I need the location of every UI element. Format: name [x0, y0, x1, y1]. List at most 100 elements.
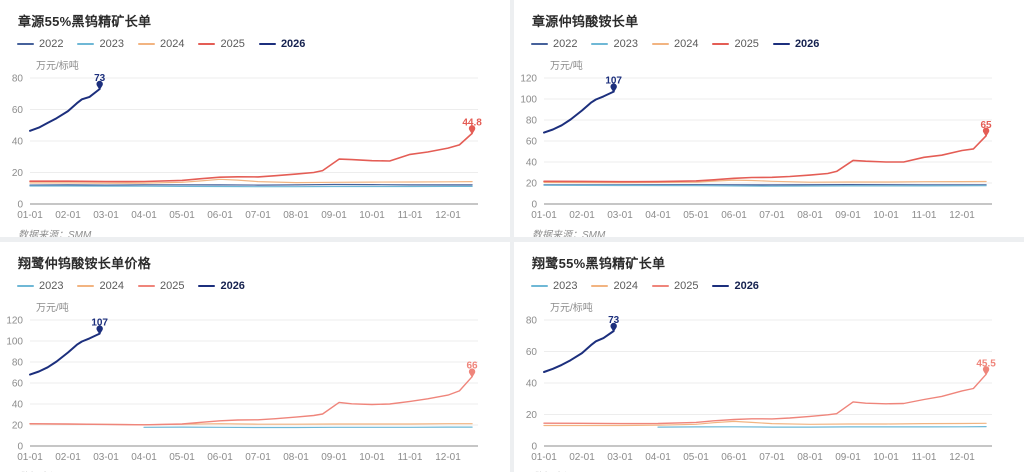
svg-text:09-01: 09-01: [321, 210, 347, 221]
svg-text:100: 100: [520, 95, 537, 106]
legend-dash-icon: [198, 285, 216, 287]
legend-dash-icon: [198, 43, 216, 45]
svg-text:12-01: 12-01: [435, 452, 461, 463]
legend-item-2025[interactable]: 2025: [198, 38, 245, 50]
legend-item-2023[interactable]: 2023: [531, 280, 577, 292]
legend-dash-icon: [591, 43, 609, 45]
svg-text:66: 66: [467, 361, 479, 372]
svg-text:08-01: 08-01: [283, 210, 309, 221]
svg-text:01-01: 01-01: [531, 210, 557, 221]
legend-item-2026[interactable]: 2026: [772, 38, 819, 50]
line-chart-plot: 0 20 40 60 80 100 120 01-01 02-01 03-01 04-01 05-01…: [520, 74, 993, 222]
svg-text:73: 73: [608, 315, 620, 326]
legend-item-2022[interactable]: 2022: [17, 38, 63, 50]
legend-item-2024[interactable]: 2024: [651, 38, 699, 50]
legend-item-2025[interactable]: 2025: [137, 280, 185, 292]
svg-text:09-01: 09-01: [835, 210, 861, 221]
svg-text:04-01: 04-01: [645, 452, 671, 463]
legend-dash-icon: [137, 43, 155, 45]
legend-item-2023[interactable]: 2023: [591, 38, 638, 50]
svg-text:10-01: 10-01: [873, 210, 899, 221]
y-axis-unit-label: 万元/吨: [36, 303, 69, 314]
legend-item-2026[interactable]: 2026: [712, 280, 759, 292]
svg-text:80: 80: [526, 316, 538, 327]
legend-label: 2022: [39, 38, 64, 50]
svg-text:07-01: 07-01: [245, 210, 271, 221]
legend-label: 2023: [553, 280, 578, 292]
svg-text:0: 0: [17, 442, 23, 453]
svg-text:05-01: 05-01: [683, 210, 709, 221]
svg-text:05-01: 05-01: [683, 452, 709, 463]
chart-card-xianglu-apt: 翔鹭仲钨酸铵长单价格 2023 2024 2025 2026 万元/吨 0 20 40 60…: [0, 242, 510, 472]
legend-item-2024[interactable]: 2024: [137, 38, 185, 50]
legend-item-2023[interactable]: 2023: [77, 38, 124, 50]
legend-dash-icon: [77, 43, 95, 45]
chart-title: 翔鹭55%黑钨精矿长单: [532, 256, 666, 271]
data-source-label: 数据来源：SMM: [18, 230, 92, 237]
legend-item-2026[interactable]: 2026: [198, 280, 245, 292]
svg-text:80: 80: [526, 116, 538, 127]
svg-text:107: 107: [605, 76, 622, 87]
legend-label: 2024: [159, 38, 185, 50]
legend-label: 2026: [734, 280, 759, 292]
legend-dash-icon: [17, 285, 34, 287]
legend-item-2022[interactable]: 2022: [531, 38, 577, 50]
svg-text:01-01: 01-01: [17, 452, 43, 463]
svg-text:73: 73: [94, 73, 106, 84]
svg-text:07-01: 07-01: [759, 452, 785, 463]
legend-label: 2023: [39, 280, 64, 292]
legend-item-2025[interactable]: 2025: [712, 38, 759, 50]
legend-label: 2025: [734, 38, 759, 50]
svg-text:20: 20: [526, 410, 538, 421]
svg-text:10-01: 10-01: [359, 452, 385, 463]
legend-item-2026[interactable]: 2026: [258, 38, 305, 50]
svg-text:0: 0: [531, 442, 537, 453]
svg-text:60: 60: [12, 105, 24, 116]
svg-text:20: 20: [526, 179, 538, 190]
legend-item-2024[interactable]: 2024: [591, 280, 638, 292]
svg-text:120: 120: [6, 316, 23, 327]
svg-text:06-01: 06-01: [207, 452, 233, 463]
svg-text:40: 40: [526, 379, 538, 390]
svg-text:40: 40: [12, 137, 24, 148]
data-source-label: 数据来源：SMM: [532, 468, 1024, 472]
svg-text:65: 65: [981, 120, 993, 131]
svg-text:45.5: 45.5: [976, 358, 996, 369]
legend-label: 2023: [99, 38, 124, 50]
legend-item-2023[interactable]: 2023: [17, 280, 63, 292]
svg-text:80: 80: [12, 358, 24, 369]
y-axis-unit-label: 万元/标吨: [550, 303, 593, 314]
svg-text:04-01: 04-01: [645, 210, 671, 221]
svg-text:0: 0: [17, 200, 23, 211]
svg-text:11-01: 11-01: [398, 210, 423, 221]
data-source-label: 数据来源：SMM: [532, 230, 606, 237]
legend-label: 2025: [220, 38, 245, 50]
svg-text:05-01: 05-01: [169, 210, 195, 221]
svg-text:0: 0: [531, 200, 537, 211]
legend-label: 2026: [220, 280, 245, 292]
svg-text:11-01: 11-01: [912, 210, 937, 221]
legend-label: 2023: [613, 38, 638, 50]
legend-item-2025[interactable]: 2025: [651, 280, 698, 292]
svg-text:03-01: 03-01: [93, 210, 119, 221]
legend-item-2024[interactable]: 2024: [77, 280, 124, 292]
svg-text:12-01: 12-01: [435, 210, 461, 221]
svg-text:07-01: 07-01: [759, 210, 785, 221]
svg-text:02-01: 02-01: [55, 210, 81, 221]
svg-text:09-01: 09-01: [835, 452, 861, 463]
legend-label: 2024: [673, 38, 699, 50]
legend-label: 2024: [613, 280, 638, 292]
svg-text:07-01: 07-01: [245, 452, 271, 463]
line-chart-plot: 0 20 40 60 80 01-01 02-01 03-01 04-01 05-01 06-01 0…: [12, 73, 482, 221]
legend-dash-icon: [712, 285, 730, 287]
legend-label: 2025: [159, 280, 185, 292]
legend-dash-icon: [651, 43, 669, 45]
svg-text:04-01: 04-01: [131, 452, 157, 463]
svg-text:02-01: 02-01: [569, 210, 595, 221]
svg-text:10-01: 10-01: [873, 452, 899, 463]
svg-text:01-01: 01-01: [17, 210, 43, 221]
svg-text:40: 40: [12, 400, 24, 411]
chart-card-xianglu-concentrate: 翔鹭55%黑钨精矿长单 2023 2024 2025 2026 万元/标吨 0 20 40…: [514, 242, 1024, 472]
svg-text:44.8: 44.8: [462, 117, 482, 128]
